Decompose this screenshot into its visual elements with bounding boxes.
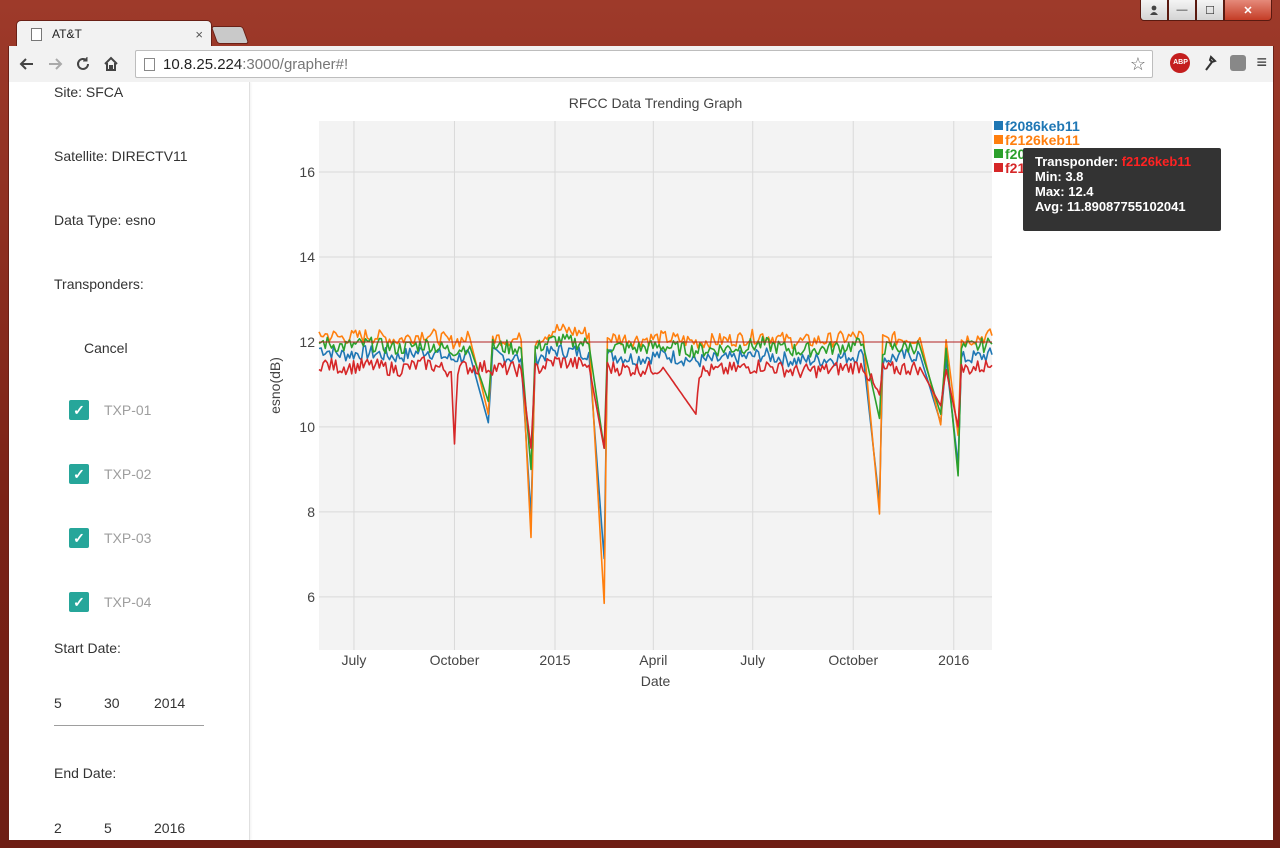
new-tab-button[interactable]: [210, 26, 250, 44]
adblock-plus-icon[interactable]: ABP: [1170, 52, 1191, 73]
x-axis-label: Date: [641, 673, 671, 689]
address-bar[interactable]: 10.8.25.224 :3000/grapher#! ☆: [135, 50, 1153, 78]
tooltip-max: Max: 12.4: [1035, 184, 1094, 199]
transponder-label: TXP-01: [104, 402, 152, 418]
transponder-label: TXP-02: [104, 466, 152, 482]
legend-swatch: [994, 135, 1003, 144]
site-label: Site: SFCA: [54, 84, 124, 100]
back-button[interactable]: [13, 50, 41, 78]
user-icon: [1150, 5, 1158, 15]
tooltip-avg: Avg: 11.89087755102041: [1035, 199, 1186, 214]
reload-button[interactable]: [69, 50, 97, 78]
chart-container: 6 8 10 12 14 16 July October 2015 April July Octobe…: [250, 82, 1272, 840]
trend-chart[interactable]: 6 8 10 12 14 16 July October 2015 April July Octobe…: [250, 82, 1272, 840]
x-tick-label: 2016: [938, 652, 969, 668]
start-month[interactable]: 5: [54, 695, 62, 711]
chart-title: RFCC Data Trending Graph: [569, 95, 743, 111]
x-tick-label: July: [740, 652, 765, 668]
tooltip-transponder-value: f2126keb11: [1121, 154, 1192, 169]
y-tick-label: 12: [299, 334, 315, 350]
checkbox-checked-icon[interactable]: ✓: [69, 464, 89, 484]
legend-swatch: [994, 121, 1003, 130]
y-tick-label: 8: [307, 504, 315, 520]
tools-extension-icon[interactable]: [1200, 53, 1220, 73]
bookmark-star-icon[interactable]: ☆: [1129, 53, 1146, 74]
tab-close-button[interactable]: ×: [195, 26, 203, 42]
browser-toolbar: 10.8.25.224 :3000/grapher#! ☆ ABP ≡: [8, 46, 1274, 82]
legend-swatch: [994, 163, 1003, 172]
url-path: :3000/grapher#!: [242, 55, 349, 73]
end-month[interactable]: 2: [54, 820, 62, 836]
satellite-label: Satellite: DIRECTV11: [54, 148, 188, 164]
checkbox-checked-icon[interactable]: ✓: [69, 528, 89, 548]
legend-swatch: [994, 149, 1003, 158]
end-date-input[interactable]: 2 5 2016: [54, 820, 185, 836]
start-day[interactable]: 30: [104, 695, 120, 711]
minimize-button[interactable]: —: [1168, 0, 1196, 21]
y-tick-label: 16: [299, 164, 315, 180]
data-type-label: Data Type: esno: [54, 212, 156, 228]
url-host: 10.8.25.224: [163, 55, 243, 73]
start-date-label: Start Date:: [54, 640, 121, 656]
transponders-label: Transponders:: [54, 276, 144, 292]
arrow-right-icon: [49, 58, 63, 70]
chrome-menu-icon[interactable]: ≡: [1256, 52, 1267, 72]
start-date-underline: [54, 725, 204, 726]
forward-button[interactable]: [41, 50, 69, 78]
page-icon: [144, 57, 155, 71]
transponder-checkbox-1[interactable]: ✓ TXP-01: [69, 400, 151, 420]
document-icon: [31, 27, 42, 41]
tooltip-min: Min: 3.8: [1035, 169, 1084, 184]
y-tick-label: 14: [299, 249, 315, 265]
x-tick-label: April: [639, 652, 667, 668]
extension-icons: ABP ≡: [1170, 52, 1267, 73]
legend-label: f2086keb11: [1005, 118, 1080, 134]
plot-background: [319, 121, 992, 650]
reload-icon: [77, 57, 89, 70]
user-profile-button[interactable]: [1140, 0, 1168, 21]
start-year[interactable]: 2014: [154, 695, 186, 711]
x-tick-label: October: [828, 652, 878, 668]
maximize-button[interactable]: ☐: [1196, 0, 1224, 21]
transponder-checkbox-2[interactable]: ✓ TXP-02: [69, 464, 151, 484]
x-tick-label: October: [430, 652, 480, 668]
checkbox-checked-icon[interactable]: ✓: [69, 400, 89, 420]
cancel-button[interactable]: Cancel: [84, 340, 128, 356]
wrench-icon: [1205, 54, 1218, 71]
chart-tooltip: Transponder: f2126keb11 Min: 3.8 Max: 12…: [1023, 148, 1221, 231]
transponder-label: TXP-03: [104, 530, 152, 546]
extension-box-icon[interactable]: [1230, 54, 1247, 71]
end-year[interactable]: 2016: [154, 820, 186, 836]
transponder-label: TXP-04: [104, 594, 152, 610]
end-day[interactable]: 5: [104, 820, 112, 836]
y-axis-label: esno(dB): [267, 357, 283, 414]
start-date-input[interactable]: 5 30 2014: [54, 695, 185, 711]
sidebar: Site: SFCA Satellite: DIRECTV11 Data Typ…: [9, 82, 250, 840]
window-controls: — ☐ ✕: [1140, 0, 1272, 22]
tab-title: AT&T: [52, 27, 82, 41]
series-line: [318, 323, 993, 605]
checkbox-checked-icon[interactable]: ✓: [69, 592, 89, 612]
browser-tab[interactable]: AT&T ×: [16, 20, 212, 47]
transponder-checkbox-4[interactable]: ✓ TXP-04: [69, 592, 151, 612]
home-icon: [104, 56, 118, 71]
y-tick-label: 6: [307, 589, 315, 605]
end-date-label: End Date:: [54, 765, 117, 781]
close-window-button[interactable]: ✕: [1224, 0, 1272, 21]
tooltip-transponder-label: Transponder:: [1035, 154, 1122, 169]
legend-label: f2126keb11: [1005, 132, 1080, 148]
arrow-left-icon: [19, 58, 33, 70]
home-button[interactable]: [97, 50, 125, 78]
x-tick-label: July: [342, 652, 367, 668]
series-line: [318, 355, 993, 450]
x-tick-label: 2015: [539, 652, 570, 668]
y-tick-label: 10: [299, 419, 315, 435]
web-page: Site: SFCA Satellite: DIRECTV11 Data Typ…: [8, 82, 1274, 841]
transponder-checkbox-3[interactable]: ✓ TXP-03: [69, 528, 151, 548]
